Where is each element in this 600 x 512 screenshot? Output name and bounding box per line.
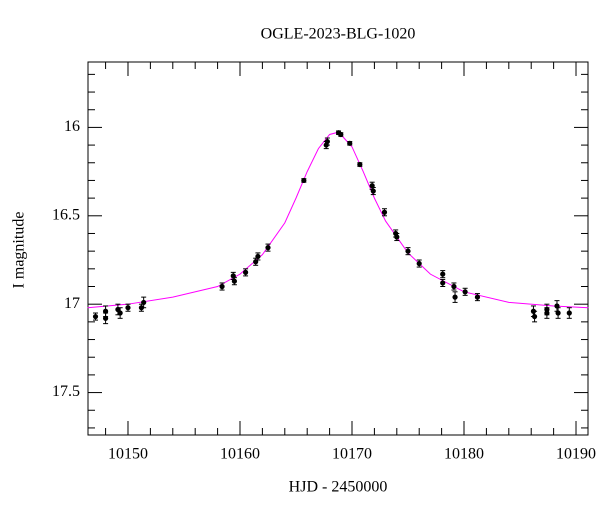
data-point — [474, 294, 481, 300]
data-point — [555, 310, 561, 316]
data-point — [440, 271, 446, 277]
x-tick-label: 10150 — [108, 446, 148, 463]
x-tick-label: 10160 — [220, 446, 260, 463]
data-point — [117, 310, 123, 316]
data-point — [405, 248, 411, 254]
data-point — [416, 260, 422, 267]
data-point — [381, 209, 388, 215]
data-point — [338, 131, 344, 138]
x-tick-label: 10180 — [444, 446, 484, 463]
data-point — [231, 278, 237, 284]
y-tick-label: 16.5 — [52, 206, 80, 223]
data-point — [347, 140, 353, 146]
plot-frame — [87, 61, 589, 436]
data-point — [125, 305, 131, 311]
data-point — [301, 177, 307, 184]
data-point — [265, 245, 271, 251]
y-tick-label: 17 — [64, 295, 80, 312]
data-point — [141, 299, 147, 306]
data-point — [92, 313, 99, 320]
data-point — [394, 234, 400, 240]
y-tick-label: 16 — [64, 118, 80, 135]
data-point — [452, 294, 458, 300]
x-tick-label: 10190 — [556, 446, 596, 463]
model-curve — [87, 132, 589, 309]
data-point — [451, 283, 457, 290]
data-point — [544, 310, 550, 316]
data-point — [462, 289, 468, 295]
data-point — [242, 269, 249, 275]
y-axis-label: I magnitude — [11, 212, 28, 289]
chart-title: OGLE-2023-BLG-1020 — [261, 26, 416, 43]
x-axis-label: HJD - 2450000 — [289, 479, 388, 496]
data-point — [566, 310, 572, 316]
data-point — [324, 138, 330, 145]
data-point — [219, 283, 225, 290]
data-point — [440, 280, 446, 286]
data-point — [255, 253, 261, 260]
data-point — [531, 313, 538, 320]
y-tick-label: 17.5 — [52, 383, 80, 400]
data-point — [102, 315, 109, 321]
data-point — [357, 161, 363, 168]
data-point — [370, 188, 376, 194]
x-tick-label: 10170 — [332, 446, 372, 463]
